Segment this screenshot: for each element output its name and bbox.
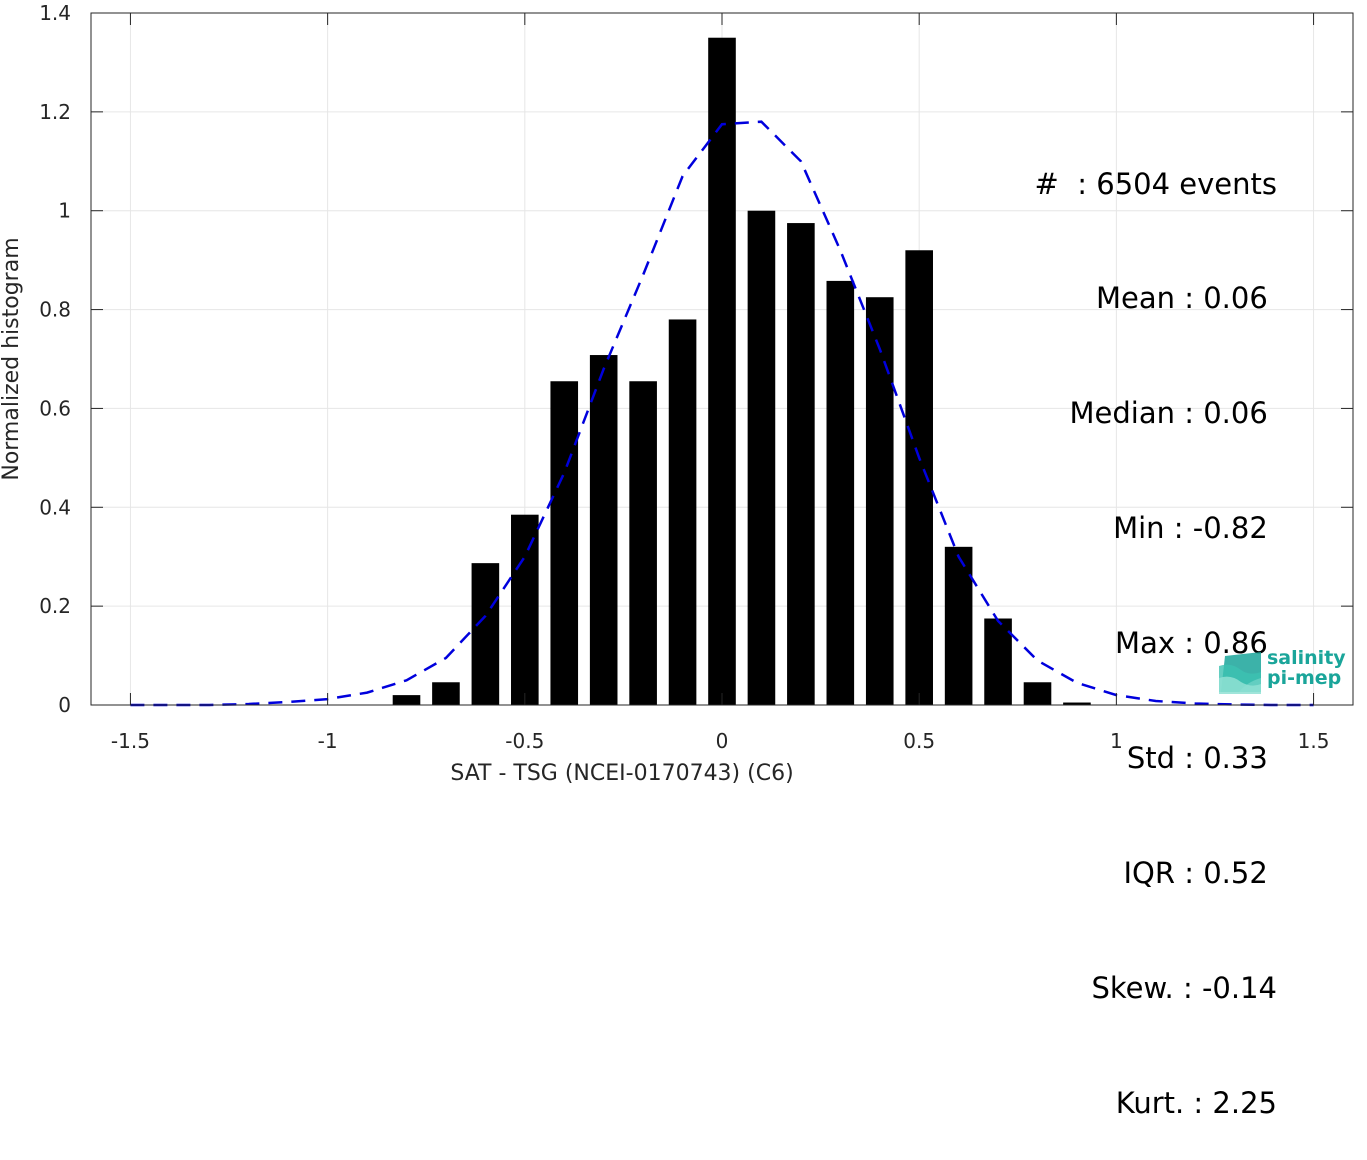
- statistics-box: # : 6504 events Mean : 0.06 Median : 0.0…: [1035, 88, 1277, 1160]
- stat-iqr: IQR : 0.52: [1123, 855, 1277, 890]
- y-tick-label: 0.8: [39, 298, 71, 322]
- x-tick-label: -0.5: [505, 729, 544, 753]
- logo-text-pi-mep: pi-mep: [1267, 667, 1342, 689]
- histogram-bar: [905, 250, 933, 705]
- histogram-bar: [944, 546, 973, 705]
- histogram-bar: [471, 563, 500, 705]
- stat-skew: Skew. : -0.14: [1091, 970, 1277, 1005]
- x-tick-label: -1: [318, 729, 338, 753]
- histogram-bar: [747, 210, 776, 705]
- y-tick-label: 0.2: [39, 594, 71, 618]
- stat-min: Min : -0.82: [1113, 511, 1277, 546]
- histogram-bars: [392, 37, 1091, 706]
- histogram-bar: [826, 280, 855, 705]
- salinity-pi-mep-logo: salinity pi-mep: [1217, 647, 1346, 694]
- y-tick-label: 0: [58, 693, 71, 717]
- y-axis-label: Normalized histogram: [0, 237, 24, 480]
- histogram-bar: [392, 695, 421, 705]
- histogram-bar: [984, 618, 1012, 705]
- y-tick-label: 1: [58, 199, 71, 223]
- histogram-bar: [668, 319, 697, 705]
- x-axis-ticks: -1.5 -1 -0.5 0 0.5 1 1.5: [111, 13, 1330, 753]
- y-axis-ticks: 0 0.2 0.4 0.6 0.8 1 1.2 1.4: [39, 1, 1353, 717]
- x-tick-label: 1.5: [1298, 729, 1330, 753]
- wave-logo-icon: [1219, 652, 1261, 694]
- histogram-bar: [1063, 702, 1091, 705]
- stat-mean: Mean : 0.06: [1095, 281, 1277, 316]
- histogram-bar: [432, 682, 460, 705]
- histogram-bar: [708, 37, 736, 705]
- x-tick-label: 1: [1110, 729, 1123, 753]
- x-tick-label: -1.5: [111, 729, 150, 753]
- histogram-chart: -1.5 -1 -0.5 0 0.5 1 1.5 00.20.40.60.811.21.4 …: [0, 1, 1354, 785]
- y-tick-label: 1.4: [39, 1, 71, 25]
- x-axis-label: SAT - TSG (NCEI-0170743) (C6): [450, 761, 793, 785]
- stat-std: Std : 0.33: [1126, 741, 1277, 776]
- histogram-bar: [787, 223, 815, 706]
- stat-kurt: Kurt. : 2.25: [1115, 1085, 1277, 1120]
- histogram-bar: [589, 355, 618, 705]
- histogram-bar: [629, 381, 657, 705]
- stat-median: Median : 0.06: [1069, 396, 1277, 431]
- logo-text-salinity: salinity: [1267, 647, 1346, 669]
- histogram-bar: [865, 297, 894, 705]
- histogram-bar: [550, 381, 579, 705]
- y-tick-label: 0.4: [39, 495, 71, 519]
- stat-max: Max : 0.86: [1115, 626, 1277, 661]
- x-tick-label: 0: [716, 729, 729, 753]
- x-tick-label: 0.5: [903, 729, 935, 753]
- stat-events: # : 6504 events: [1034, 166, 1277, 201]
- histogram-bar: [511, 514, 539, 705]
- histogram-bar: [1023, 682, 1052, 705]
- y-tick-label: 1.2: [39, 100, 71, 124]
- y-tick-label: 0.6: [39, 396, 71, 420]
